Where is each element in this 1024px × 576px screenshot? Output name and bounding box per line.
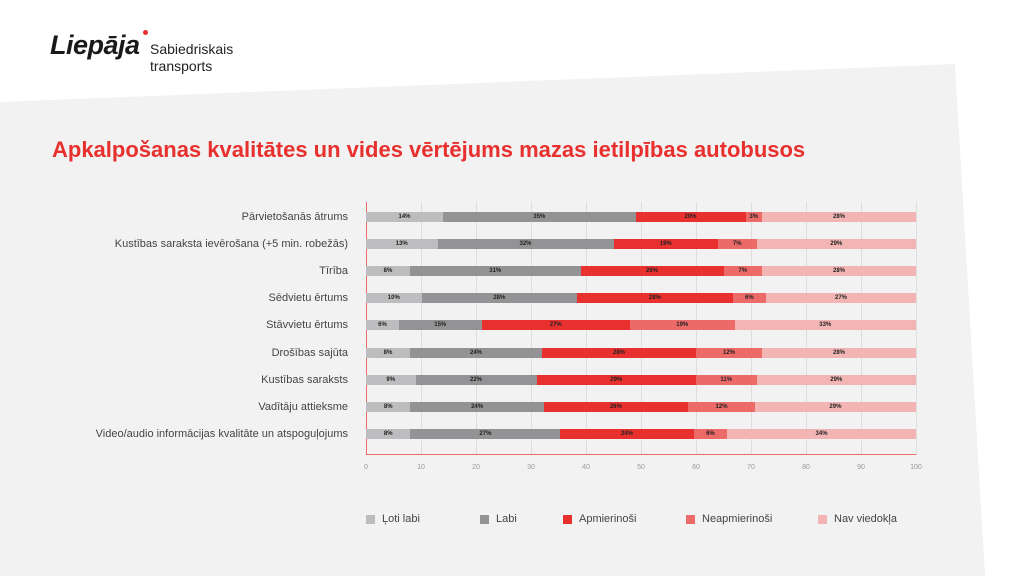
bar-segment: 12%	[696, 347, 762, 358]
legend-swatch	[818, 514, 827, 524]
bar-segment: 8%	[366, 428, 411, 439]
legend-label: Ļoti labi	[382, 513, 420, 525]
bar-segment: 24%	[410, 401, 544, 412]
x-tick-label: 90	[857, 464, 865, 471]
legend-item: Neapmierinoši	[686, 513, 772, 525]
bar-segment: 29%	[536, 374, 696, 385]
bar-segment: 31%	[410, 266, 581, 277]
category-label: Stāvvietu ērtums	[266, 319, 348, 332]
bar-segment: 28%	[577, 293, 733, 304]
bar-segment: 29%	[754, 401, 916, 412]
logo-dot	[143, 30, 148, 35]
legend-label: Labi	[496, 513, 517, 525]
bar-segment: 27%	[410, 428, 561, 439]
legend-item: Ļoti labi	[366, 513, 420, 525]
x-axis-line	[366, 454, 916, 455]
bar-segment: 9%	[366, 374, 416, 385]
category-label: Pārvietošanās ātrums	[241, 211, 348, 223]
bar-segment: 7%	[723, 266, 762, 277]
bar-segment: 6%	[693, 428, 728, 439]
bar-segment: 11%	[696, 374, 757, 385]
bar-segment: 26%	[580, 266, 724, 277]
bar-segment: 29%	[756, 239, 916, 250]
legend-item: Apmierinoši	[563, 513, 636, 525]
bar-segment: 8%	[366, 347, 410, 358]
chart-title: Apkalpošanas kvalitātes un vides vērtēju…	[52, 137, 806, 162]
bar-segment: 12%	[688, 401, 755, 412]
category-label: Kustības saraksts	[261, 373, 348, 386]
bar-segment: 19%	[630, 320, 735, 331]
logo-subtitle-line2: transports	[150, 58, 213, 74]
bar-segment: 24%	[410, 347, 542, 358]
logo: Liepāja	[50, 30, 140, 60]
x-tick-label: 40	[582, 464, 590, 471]
legend-swatch	[366, 514, 375, 524]
bar-segment: 10%	[366, 293, 422, 304]
bar-segment: 33%	[734, 320, 916, 331]
bar-segment: 28%	[762, 212, 916, 222]
bar-segment: 28%	[762, 347, 916, 358]
category-label: Video/audio informācijas kvalitāte un at…	[95, 427, 348, 440]
legend-label: Nav viedokļa	[834, 513, 897, 525]
bar-segment: 27%	[481, 320, 630, 331]
legend-swatch	[563, 514, 572, 524]
bar-segment: 3%	[745, 212, 762, 222]
x-tick-label: 10	[417, 464, 425, 471]
x-tick-label: 20	[472, 464, 480, 471]
category-label: Sēdvietu ērtums	[268, 292, 348, 305]
logo-subtitle-line1: Sabiedriskais	[150, 41, 234, 57]
legend-label: Apmierinoši	[579, 513, 637, 525]
bar-segment: 20%	[635, 212, 746, 222]
legend-item: Nav viedokļa	[818, 513, 897, 525]
category-label: Kustības saraksta ievērošana (+5 min. ro…	[114, 238, 348, 251]
bar-segment: 6%	[366, 320, 399, 331]
x-tick-label: 100	[910, 464, 922, 471]
legend-label: Neapmierinoši	[702, 513, 773, 525]
bar-segment: 27%	[766, 293, 916, 304]
bar-segment: 22%	[415, 374, 537, 385]
legend-item: Labi	[480, 513, 517, 525]
x-tick-label: 80	[802, 464, 810, 471]
bar-segment: 28%	[762, 266, 916, 277]
gridline	[916, 202, 917, 455]
bar-segment: 28%	[542, 347, 696, 358]
x-tick-label: 30	[527, 464, 535, 471]
bar-segment: 35%	[443, 212, 636, 222]
category-label: Tīrība	[319, 265, 348, 278]
category-label: Vadītāju attieksme	[258, 400, 348, 413]
x-tick-label: 50	[637, 464, 645, 471]
x-tick-label: 60	[692, 464, 700, 471]
logo-subtitle: Sabiedriskais transports	[150, 41, 233, 75]
bar-segment: 14%	[366, 212, 443, 222]
bar-segment: 24%	[560, 428, 694, 439]
bar-segment: 8%	[366, 401, 411, 412]
bar-segment: 19%	[613, 239, 718, 250]
bar-segment: 13%	[366, 239, 438, 250]
bar-segment: 15%	[399, 320, 482, 331]
bar-segment: 26%	[543, 401, 689, 412]
legend-swatch	[686, 514, 695, 524]
bar-segment: 32%	[437, 239, 614, 250]
legend-swatch	[480, 514, 489, 524]
bar-segment: 7%	[718, 239, 757, 250]
bar-segment: 29%	[756, 374, 916, 385]
category-label: Drošības sajūta	[271, 346, 348, 359]
bar-segment: 28%	[421, 293, 578, 304]
bar-segment: 8%	[366, 266, 410, 277]
bar-segment: 34%	[727, 428, 916, 439]
x-tick-label: 70	[747, 464, 755, 471]
bar-segment: 6%	[732, 293, 766, 304]
x-tick-label: 0	[364, 464, 368, 471]
